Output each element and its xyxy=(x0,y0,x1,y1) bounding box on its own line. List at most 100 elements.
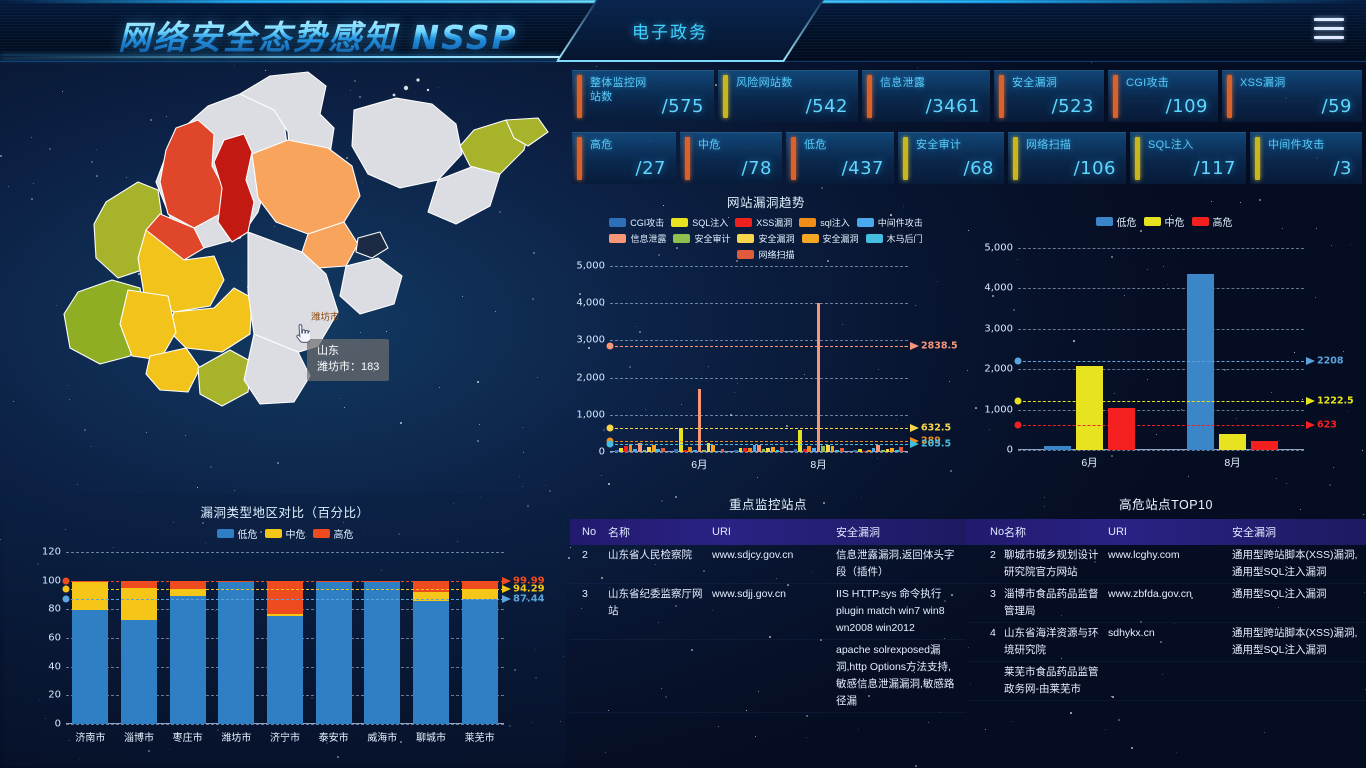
x-axis-line xyxy=(1018,449,1304,450)
legend-item[interactable]: 中间件攻击 xyxy=(856,216,923,229)
legend-item[interactable]: 中危 xyxy=(264,526,306,541)
cell-vulnerability: IIS HTTP.sys 命令执行 plugin match win7 win8… xyxy=(836,588,945,634)
table-row[interactable]: 莱芜市食品药品监管政务网-由莱芜市 xyxy=(966,662,1366,701)
legend-item[interactable]: 安全漏洞 xyxy=(737,232,795,245)
map-tooltip: 山东 潍坊市：183 xyxy=(307,339,390,381)
kpi-label: 中危 xyxy=(698,139,721,151)
cell-vulnerability: apache solrexposed漏洞,http Options方法支持,敏感… xyxy=(836,644,955,707)
marker-arrow xyxy=(910,440,919,449)
map-tooltip-province: 山东 xyxy=(317,345,339,357)
y-axis-tick: 40 xyxy=(48,661,61,673)
bar xyxy=(830,445,835,452)
kpi-accent-bar xyxy=(1135,137,1140,180)
kpi-label: 安全漏洞 xyxy=(1012,77,1058,89)
legend-swatch xyxy=(264,529,282,538)
kpi-card[interactable]: SQL注入 /117 xyxy=(1130,132,1246,184)
table-row[interactable]: 4 山东省海洋资源与环境研究院 sdhykx.cn 通用型跨站脚本(XSS)漏洞… xyxy=(966,623,1366,662)
kpi-card[interactable]: 信息泄露 /3461 xyxy=(862,70,990,122)
kpi-value: /117 xyxy=(1193,158,1236,179)
bar xyxy=(619,447,624,452)
kpi-card[interactable]: 安全漏洞 /523 xyxy=(994,70,1104,122)
legend-item[interactable]: 网络扫描 xyxy=(737,248,795,261)
bar xyxy=(1187,273,1215,450)
kpi-accent-bar xyxy=(1113,75,1118,118)
kpi-body: 高危 /27 xyxy=(590,133,676,184)
legend-swatch xyxy=(801,234,819,243)
kpi-label: XSS漏洞 xyxy=(1240,77,1286,89)
y-axis-tick: 100 xyxy=(41,575,61,587)
gridline xyxy=(610,377,908,379)
marker-label: 623 xyxy=(1317,419,1337,431)
bar xyxy=(812,447,816,452)
stacked-bar-segment xyxy=(412,591,449,602)
legend-item[interactable]: 中危 xyxy=(1143,214,1185,229)
legend-item[interactable]: XSS漏洞 xyxy=(735,216,792,229)
bar xyxy=(766,447,771,452)
bar xyxy=(757,445,761,452)
legend-item[interactable]: 高危 xyxy=(312,526,354,541)
legend-item[interactable]: 木马后门 xyxy=(865,232,923,245)
legend-item[interactable]: CGI攻击 xyxy=(609,216,664,229)
kpi-accent-bar xyxy=(577,75,582,118)
kpi-card[interactable]: 低危 /437 xyxy=(786,132,894,184)
x-axis-tick: 6月 xyxy=(1081,457,1098,469)
legend-item[interactable]: 低危 xyxy=(1095,214,1137,229)
kpi-card[interactable]: CGI攻击 /109 xyxy=(1108,70,1218,122)
kpi-accent-bar xyxy=(685,137,690,180)
table-high-risk-top10: 高危站点TOP10 No 名称 URI 安全漏洞 2 聊城市城乡规划设计研究院官方网站… xyxy=(966,490,1366,768)
legend-label: 安全漏洞 xyxy=(758,234,795,244)
legend-label: 安全漏洞 xyxy=(822,234,859,244)
stacked-bar-segment xyxy=(412,601,449,724)
gridline xyxy=(610,340,908,342)
kpi-card[interactable]: 高危 /27 xyxy=(572,132,676,184)
legend-swatch xyxy=(856,218,874,227)
menu-line-1 xyxy=(1314,18,1344,21)
kpi-value: /3461 xyxy=(925,96,980,117)
legend-item[interactable]: 低危 xyxy=(216,526,258,541)
hamburger-menu-icon[interactable] xyxy=(1314,18,1344,42)
legend-item[interactable]: 安全审计 xyxy=(673,232,730,245)
legend-label: CGI攻击 xyxy=(630,218,665,228)
legend-item[interactable]: sql注入 xyxy=(799,216,850,229)
shandong-map[interactable] xyxy=(8,62,568,482)
legend-label: sql注入 xyxy=(820,218,850,228)
kpi-value: /27 xyxy=(635,158,666,179)
gridline xyxy=(610,452,908,453)
bar xyxy=(885,448,890,452)
table-row[interactable]: 2 聊城市城乡规划设计研究院官方网站 www.lcghy.com 通用型跨站脚本… xyxy=(966,545,1366,584)
legend-item[interactable]: 高危 xyxy=(1191,214,1233,229)
table-row[interactable]: apache solrexposed漏洞,http Options方法支持,敏感… xyxy=(570,640,966,713)
marker-arrow xyxy=(502,594,511,603)
kpi-card[interactable]: 中间件攻击 /3 xyxy=(1250,132,1362,184)
table-column-header: No xyxy=(582,526,597,538)
kpi-card[interactable]: 网络扫描 /106 xyxy=(1008,132,1126,184)
marker-line xyxy=(66,598,504,600)
bar xyxy=(683,449,688,452)
legend-label: 中危 xyxy=(1164,218,1185,229)
kpi-card[interactable]: 风险网站数 /542 xyxy=(718,70,858,122)
table-column-header: 名称 xyxy=(1004,527,1026,539)
table-top10-body[interactable]: 2 聊城市城乡规划设计研究院官方网站 www.lcghy.com 通用型跨站脚本… xyxy=(966,545,1366,757)
chart-risk-plot: 0 1,000 2,000 3,000 4,000 5,000 6月 8月 2208 1222.5… xyxy=(984,243,1353,470)
shandong-map-panel[interactable]: 潍坊市 山东 潍坊市：183 xyxy=(0,62,568,492)
table-key-monitored-sites: 重点监控站点 No 名称 URI 安全漏洞 2 山东省人民检察院 www.sdjcy.… xyxy=(570,490,966,768)
legend-item[interactable]: SQL注入 xyxy=(671,216,728,229)
table-row[interactable]: 3 山东省纪委监察厅网站 www.sdjj.gov.cn IIS HTTP.sy… xyxy=(570,584,966,640)
gridline xyxy=(1018,409,1304,411)
kpi-card[interactable]: 安全审计 /68 xyxy=(898,132,1004,184)
marker-label: 205.5 xyxy=(921,438,952,450)
bar xyxy=(614,449,619,452)
menu-line-2 xyxy=(1314,27,1344,30)
kpi-card[interactable]: 中危 /78 xyxy=(680,132,782,184)
legend-item[interactable]: 安全漏洞 xyxy=(801,232,859,245)
table-monitor-body[interactable]: 2 山东省人民检察院 www.sdjcy.gov.cn 信息泄露漏洞,返回体头字… xyxy=(570,545,966,757)
legend-swatch xyxy=(1191,217,1209,226)
kpi-card[interactable]: XSS漏洞 /59 xyxy=(1222,70,1362,122)
stacked-bar-segment xyxy=(169,580,206,589)
table-row[interactable]: 2 山东省人民检察院 www.sdjcy.gov.cn 信息泄露漏洞,返回体头字… xyxy=(570,545,966,584)
legend-item[interactable]: 信息泄露 xyxy=(609,232,666,245)
table-row[interactable]: 3 淄博市食品药品监督管理局 www.zbfda.gov.cn 通用型SQL注入… xyxy=(966,584,1366,623)
tab-egov[interactable]: 电子政务 xyxy=(556,0,824,62)
kpi-card[interactable]: 整体监控网站数 /575 xyxy=(572,70,714,122)
marker-label: 1222.5 xyxy=(1317,395,1354,407)
